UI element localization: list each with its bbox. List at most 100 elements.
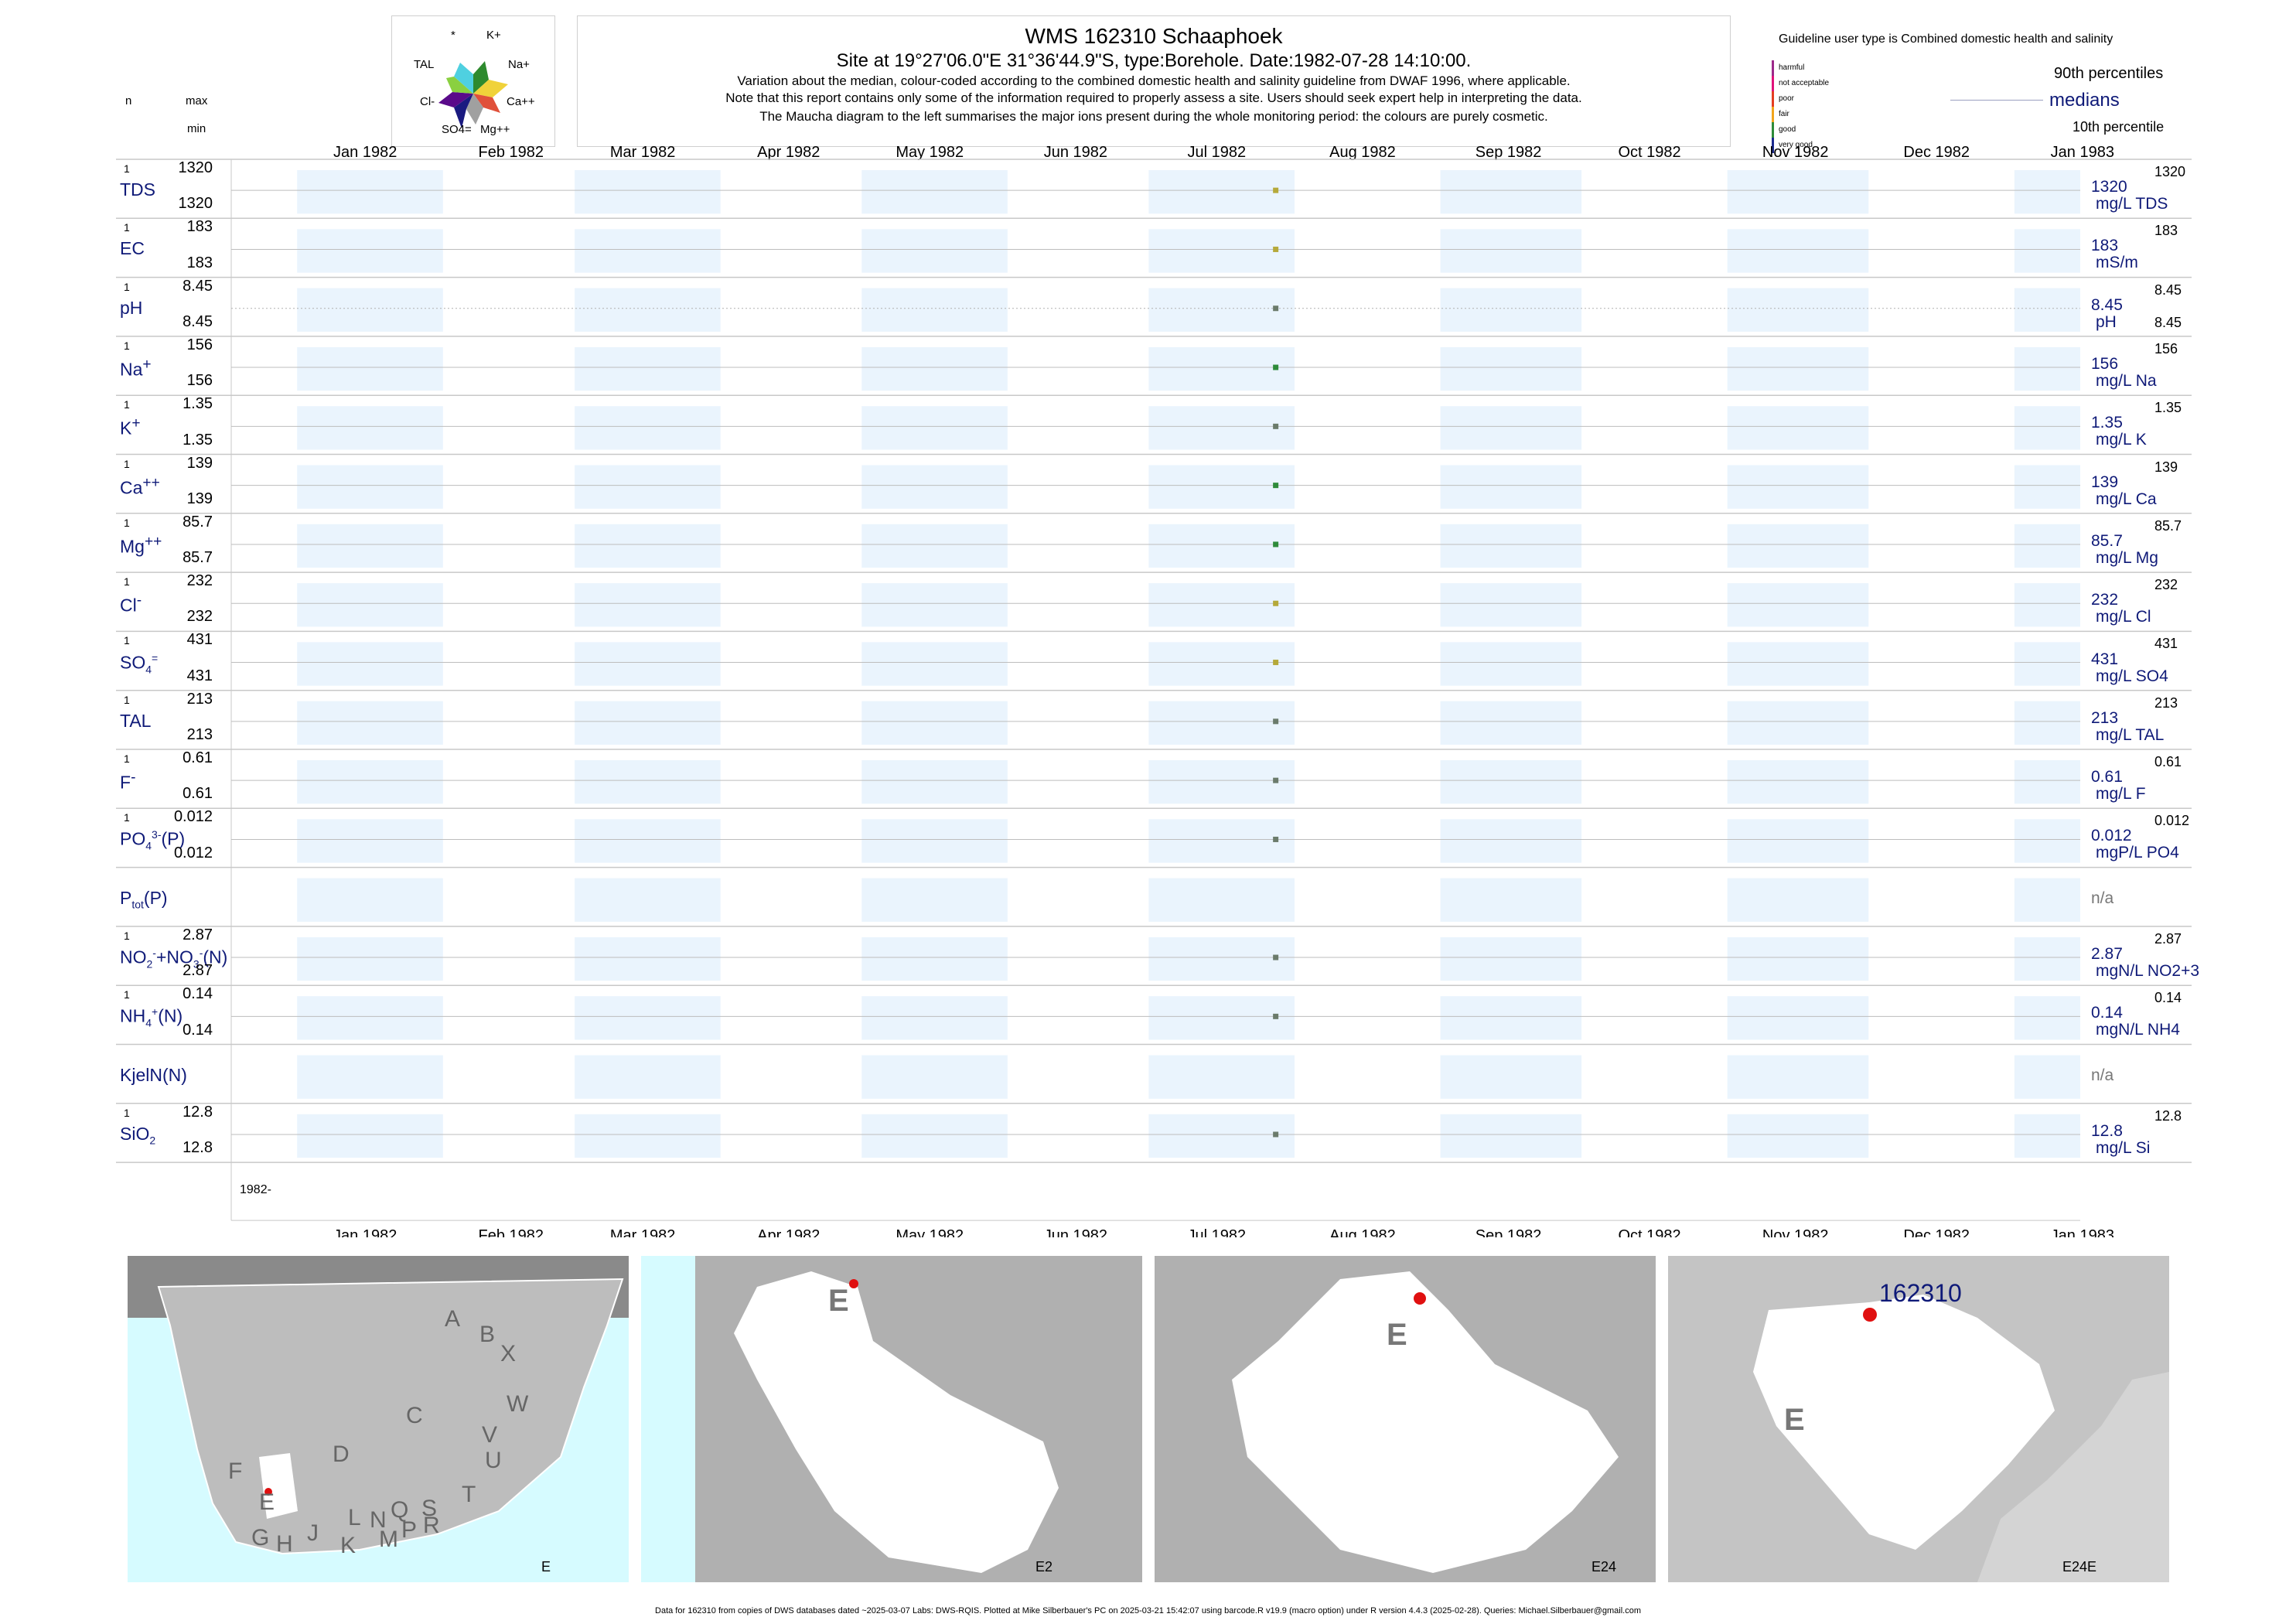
month-band: [861, 465, 1008, 509]
month-band: [861, 701, 1008, 745]
map-2-label: E2: [1035, 1559, 1053, 1575]
map-4-label: E24E: [2062, 1559, 2097, 1575]
month-band: [1727, 524, 1869, 568]
x-tick-label-bottom: Apr 1982: [757, 1227, 820, 1237]
median-value: 12.8: [2091, 1121, 2123, 1140]
guideline-bar-good: [1772, 122, 1774, 138]
month-band: [1440, 524, 1582, 568]
x-tick-label-top: Feb 1982: [479, 144, 544, 161]
month-band: [1440, 701, 1582, 745]
row-min: 8.45: [183, 312, 213, 330]
map-e2-svg: [641, 1256, 1059, 1582]
map-region-letter: P: [401, 1517, 418, 1543]
month-band: [575, 465, 721, 509]
guideline-level-label: harmful: [1779, 63, 1805, 72]
map-e24-svg: [1232, 1271, 1619, 1573]
unit-label: mgN/L NH4: [2096, 1021, 2180, 1039]
param-label: TDS: [120, 179, 155, 200]
unit-label: mg/L Cl: [2096, 608, 2151, 626]
month-band: [1727, 1055, 1869, 1099]
month-band: [2014, 760, 2080, 804]
footer-note: Data for 162310 from copies of DWS datab…: [655, 1606, 1641, 1615]
row-min: 156: [186, 372, 213, 390]
month-band: [575, 1055, 721, 1099]
median-value: 0.14: [2091, 1004, 2123, 1022]
p90-value: 12.8: [2154, 1107, 2182, 1124]
guideline-level-label: poor: [1779, 94, 1795, 103]
month-band: [1727, 288, 1869, 332]
guideline-level-label: good: [1779, 125, 1796, 134]
map-e24e: E 162310 E24E: [1668, 1256, 2169, 1582]
month-band: [1148, 819, 1295, 863]
month-band: [1148, 1055, 1295, 1099]
x-tick-label-bottom: May 1982: [896, 1227, 964, 1237]
month-band: [297, 288, 443, 332]
guideline-bar-very-good: [1772, 138, 1774, 153]
unit-label: mg/L TDS: [2096, 195, 2168, 213]
month-band: [297, 346, 443, 391]
month-band: [1727, 642, 1869, 686]
month-band: [575, 819, 721, 863]
sample-count: 1: [124, 516, 130, 529]
map-e24e-svg: [1668, 1256, 2169, 1582]
sample-count: 1: [124, 339, 130, 352]
median-value: n/a: [2091, 889, 2114, 907]
row-min: 232: [186, 608, 213, 626]
month-band: [1440, 288, 1582, 332]
x-tick-label-top: Aug 1982: [1329, 144, 1396, 161]
month-band: [1727, 701, 1869, 745]
map-region-letter: R: [423, 1513, 440, 1538]
map-region-letter: E: [259, 1489, 275, 1515]
p90-value: 431: [2154, 636, 2178, 652]
note-line-2: Note that this report contains only some…: [725, 90, 1582, 105]
guideline-bar-poor: [1772, 91, 1774, 107]
data-point: [1273, 600, 1279, 606]
month-band: [861, 642, 1008, 686]
month-band: [2014, 524, 2080, 568]
month-band: [2014, 937, 2080, 981]
month-band: [575, 524, 721, 568]
row-min: 183: [186, 254, 213, 271]
p90-value: 232: [2154, 577, 2178, 593]
data-point: [1273, 660, 1279, 666]
param-label: TAL: [120, 710, 152, 731]
unit-label: mg/L Mg: [2096, 548, 2158, 567]
month-band: [1727, 878, 1869, 922]
month-band: [1148, 524, 1295, 568]
month-band: [575, 878, 721, 922]
x-tick-label-top: Oct 1982: [1619, 144, 1681, 161]
month-band: [575, 229, 721, 273]
unit-label: pH: [2096, 312, 2117, 331]
month-band: [297, 583, 443, 627]
month-band: [297, 406, 443, 450]
map-e24: E E24: [1155, 1256, 1656, 1582]
month-band: [1440, 760, 1582, 804]
month-band: [1440, 642, 1582, 686]
row-max: 232: [186, 572, 213, 590]
sample-count: 1: [124, 280, 130, 293]
x-tick-label-bottom: Jan 1982: [333, 1227, 397, 1237]
data-point: [1273, 187, 1279, 193]
month-band: [861, 406, 1008, 450]
note-line-1: Variation about the median, colour-coded…: [737, 73, 1571, 88]
month-band: [1148, 583, 1295, 627]
unit-label: mg/L Ca: [2096, 490, 2157, 508]
guideline-level-label: not acceptable: [1779, 79, 1830, 87]
row-min: 0.14: [183, 1021, 213, 1039]
map-3-label: E24: [1592, 1559, 1617, 1575]
maucha-label-tal: TAL: [414, 58, 435, 71]
month-band: [297, 524, 443, 568]
month-band: [297, 760, 443, 804]
median-line-sample: [1950, 100, 2043, 101]
month-band: [861, 346, 1008, 391]
p90-value: 0.14: [2154, 990, 2182, 1006]
p90-value: 8.45: [2154, 281, 2182, 298]
month-band: [1148, 346, 1295, 391]
month-band: [1148, 760, 1295, 804]
month-band: [1148, 937, 1295, 981]
month-band: [2014, 170, 2080, 214]
month-band: [2014, 465, 2080, 509]
month-band: [2014, 642, 2080, 686]
guideline-bar-fair: [1772, 107, 1774, 122]
row-max: 156: [186, 336, 213, 353]
